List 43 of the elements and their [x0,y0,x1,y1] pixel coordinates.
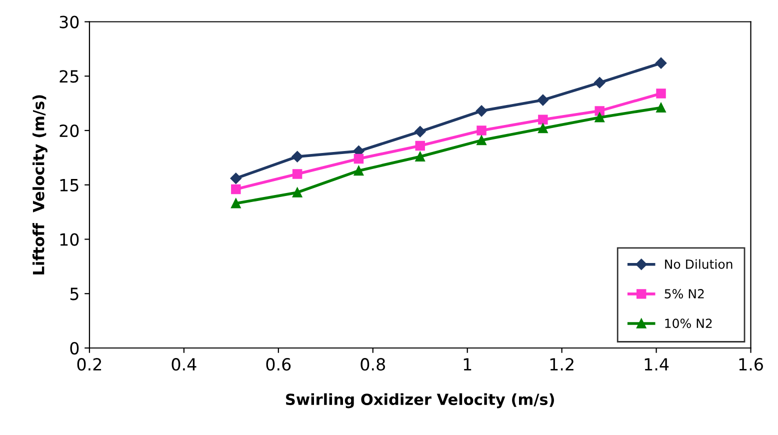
legend-label: 5% N2 [664,289,704,298]
y-tick-label: 15 [60,179,78,192]
y-tick-label: 25 [60,70,78,83]
legend-label: No Dilution [665,259,732,269]
y-tick-label: 0 [70,342,79,355]
point [292,150,303,162]
point [476,135,486,146]
point [292,169,302,179]
point [656,88,666,98]
x-tick-label: 1.6 [739,358,763,371]
x-tick-label: 1 [464,358,472,370]
point [292,188,302,198]
y-tick-label: 5 [70,288,78,300]
point [476,105,488,117]
x-tick-label: 1.4 [644,358,669,370]
legend-label: 10% N2 [665,318,712,328]
point [594,106,604,116]
x-tick-label: 0.6 [266,358,291,371]
x-axis-title: Swirling Oxidizer Velocity (m/s) [286,393,554,408]
point [415,152,425,162]
y-axis-title: Liftoff Velocity (m/s) [32,95,48,274]
point [538,123,548,134]
point [537,94,549,106]
point [655,57,667,69]
point [414,126,426,138]
x-tick-label: 0.2 [77,358,102,371]
point [354,166,364,176]
point [230,172,242,184]
point [594,112,604,122]
point [231,184,241,194]
y-tick-label: 20 [60,124,79,138]
y-tick-label: 10 [60,233,79,246]
x-tick-label: 1.2 [550,358,574,370]
point [231,198,241,208]
point [656,102,666,113]
point [415,140,425,151]
point [538,114,548,124]
y-tick-label: 30 [60,16,79,28]
point [476,126,486,136]
x-tick-label: 0.4 [172,358,196,371]
point [354,154,364,164]
point [594,77,606,88]
x-tick-label: 0.8 [360,358,385,371]
